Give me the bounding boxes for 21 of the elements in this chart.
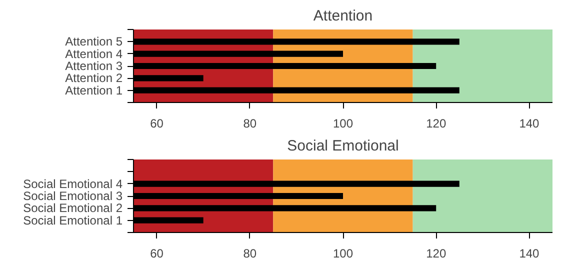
y-tick-label: Attention 5 <box>65 34 123 49</box>
x-tick-label: 60 <box>150 246 164 260</box>
x-tick-label: 100 <box>332 116 354 130</box>
x-tick-label: 120 <box>426 116 446 130</box>
y-tick-label: Social Emotional 1 <box>23 213 123 228</box>
x-tick-label: 120 <box>426 246 446 260</box>
y-tick-label: Attention 2 <box>65 71 123 86</box>
y-tick-label: Social Emotional 2 <box>23 201 123 216</box>
y-tick-label: Attention 4 <box>65 46 123 61</box>
x-tick-label: 80 <box>243 246 257 260</box>
y-tick-label: Attention 1 <box>65 83 123 98</box>
x-tick-label: 140 <box>519 116 540 130</box>
chart-title: Attention <box>313 8 373 24</box>
y-tick-label: Attention 3 <box>65 59 123 73</box>
y-tick-label: Social Emotional 3 <box>23 189 123 203</box>
x-tick-label: 80 <box>243 116 257 130</box>
x-tick-label: 140 <box>519 246 540 260</box>
x-tick-label: 60 <box>150 116 164 130</box>
y-tick-label: Social Emotional 4 <box>23 176 123 191</box>
x-tick-label: 100 <box>332 246 354 260</box>
chart-title: Social Emotional <box>287 138 399 154</box>
